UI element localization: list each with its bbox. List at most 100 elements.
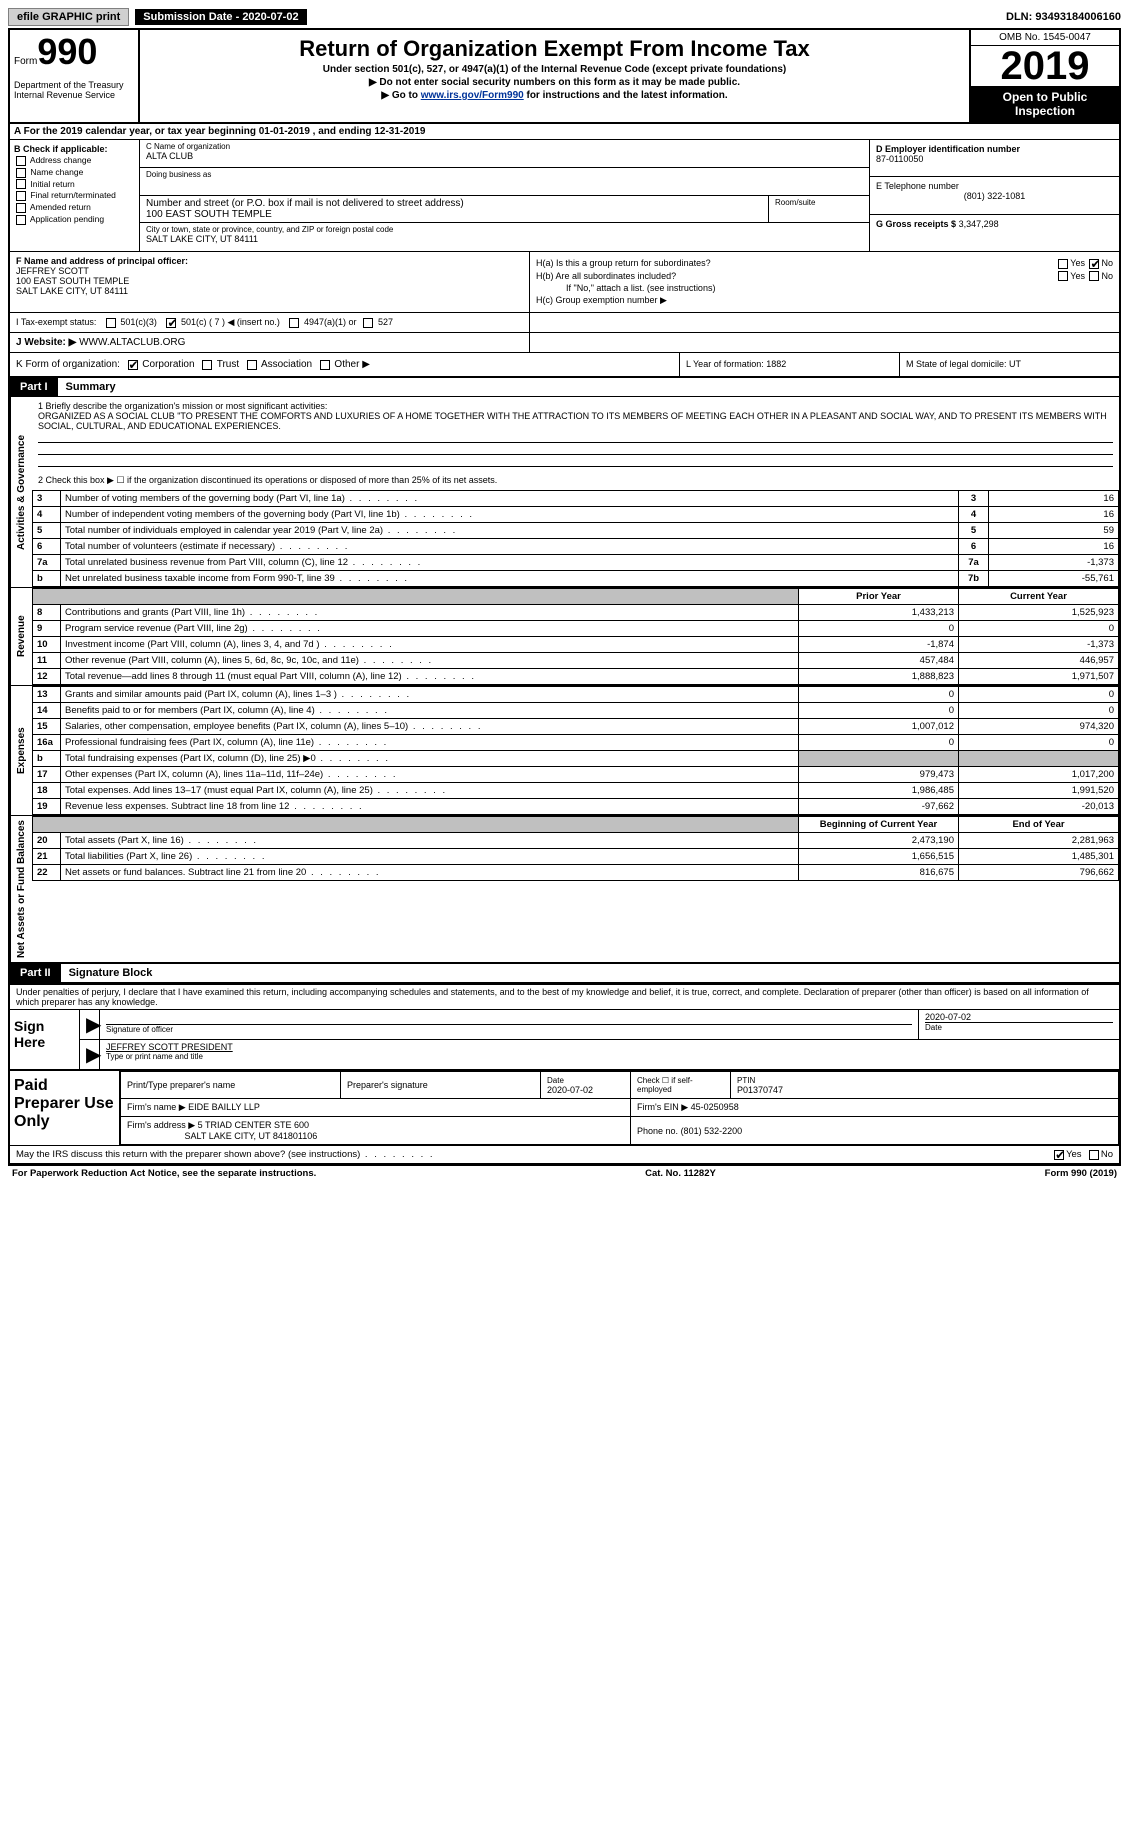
side-label-na: Net Assets or Fund Balances xyxy=(10,816,32,962)
side-label-ag: Activities & Governance xyxy=(10,397,32,587)
dba-label: Doing business as xyxy=(146,170,863,179)
state-domicile: M State of legal domicile: UT xyxy=(899,353,1119,376)
part2-num: Part II xyxy=(10,964,61,982)
cb-application-pending[interactable]: Application pending xyxy=(14,214,135,225)
lbl-trust: Trust xyxy=(217,359,239,370)
perjury-statement: Under penalties of perjury, I declare th… xyxy=(10,985,1119,1009)
side-label-exp: Expenses xyxy=(10,686,32,815)
discuss-row: May the IRS discuss this return with the… xyxy=(10,1145,1119,1163)
page-footer: For Paperwork Reduction Act Notice, see … xyxy=(8,1165,1121,1181)
discuss-yes[interactable] xyxy=(1054,1150,1064,1160)
table-row: 8Contributions and grants (Part VIII, li… xyxy=(33,605,1119,621)
cb-501c3[interactable] xyxy=(106,318,116,328)
dln: DLN: 93493184006160 xyxy=(1006,11,1121,23)
lbl-4947: 4947(a)(1) or xyxy=(304,317,357,327)
submission-date: Submission Date - 2020-07-02 xyxy=(135,9,306,25)
subtitle-2: ▶ Do not enter social security numbers o… xyxy=(150,77,959,88)
table-header: Beginning of Current YearEnd of Year xyxy=(33,817,1119,833)
hb-label: H(b) Are all subordinates included? xyxy=(536,271,676,281)
cb-other[interactable] xyxy=(320,360,330,370)
tax-status-row: I Tax-exempt status: 501(c)(3) 501(c) ( … xyxy=(10,313,1119,333)
dept-treasury: Department of the Treasury xyxy=(14,80,134,90)
hc-label: H(c) Group exemption number ▶ xyxy=(536,295,667,306)
cb-final-return[interactable]: Final return/terminated xyxy=(14,190,135,201)
cb-corporation[interactable] xyxy=(128,360,138,370)
ptin-lbl: PTIN xyxy=(737,1076,755,1085)
paid-preparer-label: Paid Preparer Use Only xyxy=(10,1071,120,1145)
table-row: 3Number of voting members of the governi… xyxy=(33,491,1119,507)
cb-4947[interactable] xyxy=(289,318,299,328)
subtitle-1: Under section 501(c), 527, or 4947(a)(1)… xyxy=(150,64,959,75)
ein-value: 87-0110050 xyxy=(876,154,1113,164)
cb-501c[interactable] xyxy=(166,318,176,328)
table-row: 4Number of independent voting members of… xyxy=(33,507,1119,523)
hb-yes[interactable] xyxy=(1058,271,1068,281)
lbl-527: 527 xyxy=(378,317,393,327)
table-expenses: 13Grants and similar amounts paid (Part … xyxy=(32,686,1119,815)
table-row: 12Total revenue—add lines 8 through 11 (… xyxy=(33,669,1119,685)
table-header: Prior YearCurrent Year xyxy=(33,589,1119,605)
form-990: Form990 Department of the Treasury Inter… xyxy=(8,28,1121,1165)
identity-block: B Check if applicable: Address change Na… xyxy=(10,140,1119,252)
website-row: J Website: ▶ WWW.ALTACLUB.ORG xyxy=(10,333,1119,353)
firm-ein-lbl: Firm's EIN ▶ xyxy=(637,1102,688,1112)
officer-name: JEFFREY SCOTT xyxy=(16,266,89,276)
prep-date: 2020-07-02 xyxy=(547,1085,593,1095)
firm-name: EIDE BAILLY LLP xyxy=(188,1102,260,1112)
goto-pre: ▶ Go to xyxy=(381,90,420,101)
cb-association[interactable] xyxy=(247,360,257,370)
addr-label: Number and street (or P.O. box if mail i… xyxy=(146,198,762,209)
section-expenses: Expenses 13Grants and similar amounts pa… xyxy=(10,686,1119,816)
side-label-rev: Revenue xyxy=(10,588,32,685)
table-row: bTotal fundraising expenses (Part IX, co… xyxy=(33,751,1119,767)
table-row: 6Total number of volunteers (estimate if… xyxy=(33,539,1119,555)
f-label: F Name and address of principal officer: xyxy=(16,256,188,266)
paid-preparer-block: Paid Preparer Use Only Print/Type prepar… xyxy=(10,1069,1119,1145)
goto-post: for instructions and the latest informat… xyxy=(524,90,728,101)
website-url: WWW.ALTACLUB.ORG xyxy=(79,337,185,348)
efile-button[interactable]: efile GRAPHIC print xyxy=(8,8,129,26)
irs-label: Internal Revenue Service xyxy=(14,90,134,100)
ein-label: D Employer identification number xyxy=(876,144,1113,154)
table-revenue: Prior YearCurrent Year8Contributions and… xyxy=(32,588,1119,685)
ha-yes[interactable] xyxy=(1058,259,1068,269)
officer-name-title: JEFFREY SCOTT PRESIDENT xyxy=(106,1042,1113,1052)
firm-name-lbl: Firm's name ▶ xyxy=(127,1102,186,1112)
cb-amended[interactable]: Amended return xyxy=(14,202,135,213)
form-number: 990 xyxy=(37,31,97,72)
gross-receipts: 3,347,298 xyxy=(959,219,999,229)
telephone: (801) 322-1081 xyxy=(876,191,1113,201)
cb-trust[interactable] xyxy=(202,360,212,370)
table-row: 9Program service revenue (Part VIII, lin… xyxy=(33,621,1119,637)
header-left: Form990 Department of the Treasury Inter… xyxy=(10,30,140,122)
open-to-public: Open to Public Inspection xyxy=(971,86,1119,122)
irs-link[interactable]: www.irs.gov/Form990 xyxy=(421,90,524,101)
date-label: Date xyxy=(925,1022,1113,1032)
footer-cat: Cat. No. 11282Y xyxy=(645,1168,716,1179)
form-of-org-row: K Form of organization: Corporation Trus… xyxy=(10,353,1119,378)
table-ag: 3Number of voting members of the governi… xyxy=(32,490,1119,587)
cb-initial-return[interactable]: Initial return xyxy=(14,179,135,190)
street-address: 100 EAST SOUTH TEMPLE xyxy=(146,209,762,220)
self-employed[interactable]: Check ☐ if self-employed xyxy=(631,1072,731,1099)
ha-label: H(a) Is this a group return for subordin… xyxy=(536,258,711,268)
discuss-no[interactable] xyxy=(1089,1150,1099,1160)
ptin: P01370747 xyxy=(737,1085,783,1095)
lbl-501c: 501(c) ( 7 ) ◀ (insert no.) xyxy=(181,317,280,327)
firm-addr2: SALT LAKE CITY, UT 841801106 xyxy=(185,1131,318,1141)
sig-date: 2020-07-02 xyxy=(925,1012,1113,1022)
header: Form990 Department of the Treasury Inter… xyxy=(10,30,1119,124)
part2-header: Part II Signature Block xyxy=(10,964,1119,983)
prep-name-hdr: Print/Type preparer's name xyxy=(121,1072,341,1099)
ha-no[interactable] xyxy=(1089,259,1099,269)
cb-name-change[interactable]: Name change xyxy=(14,167,135,178)
section-netassets: Net Assets or Fund Balances Beginning of… xyxy=(10,816,1119,964)
table-row: 19Revenue less expenses. Subtract line 1… xyxy=(33,799,1119,815)
cb-address-change[interactable]: Address change xyxy=(14,155,135,166)
period-line: A For the 2019 calendar year, or tax yea… xyxy=(10,124,1119,140)
cb-527[interactable] xyxy=(363,318,373,328)
form-title: Return of Organization Exempt From Incom… xyxy=(150,36,959,62)
firm-addr1: 5 TRIAD CENTER STE 600 xyxy=(198,1120,309,1130)
hb-no[interactable] xyxy=(1089,271,1099,281)
year-formation: L Year of formation: 1882 xyxy=(679,353,899,376)
